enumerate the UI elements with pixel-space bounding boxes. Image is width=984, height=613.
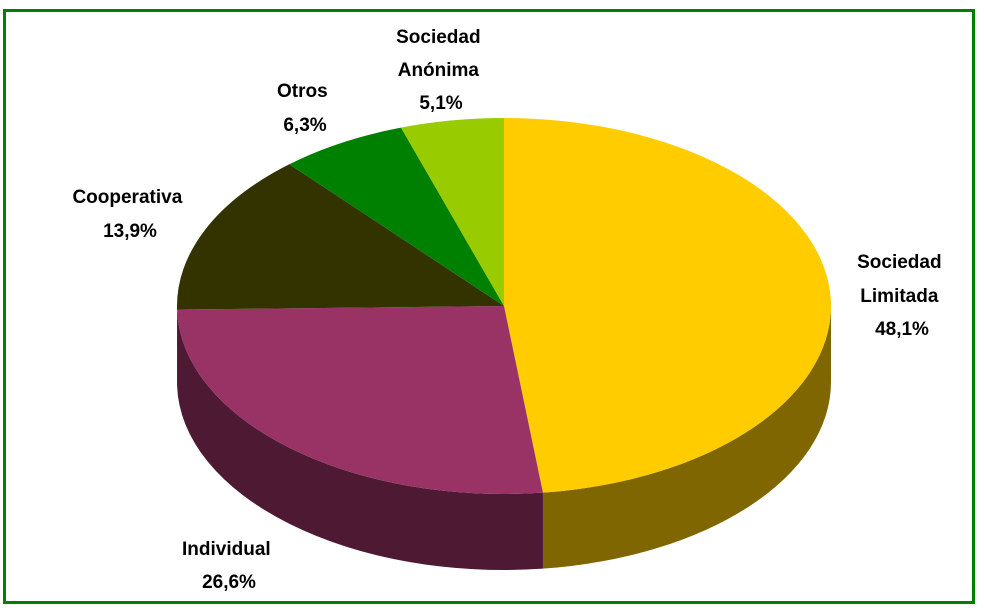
pie-slice-otros — [289, 127, 504, 307]
chart-frame — [3, 9, 975, 604]
slice-label-otros: Otros 6,3% — [277, 81, 333, 136]
slice-label-individual: Individual 26,6% — [182, 539, 276, 593]
slice-label-sociedad-anonima: Sociedad Anónima 5,1% — [396, 27, 486, 114]
pie-side-individual — [177, 309, 543, 570]
pie-sides — [177, 306, 832, 570]
slice-label-sociedad-limitada: Sociedad Limitada 48,1% — [857, 252, 947, 340]
pie-slice-individual — [177, 306, 543, 494]
pie-side-sociedad-limitada — [542, 306, 832, 569]
pie-slice-cooperativa — [177, 164, 504, 310]
pie-slice-sociedad-anonima — [400, 118, 504, 306]
pie-slice-sociedad-limitada — [504, 118, 831, 493]
pie-tops — [177, 118, 831, 494]
slice-label-cooperativa: Cooperativa 13,9% — [72, 187, 187, 242]
